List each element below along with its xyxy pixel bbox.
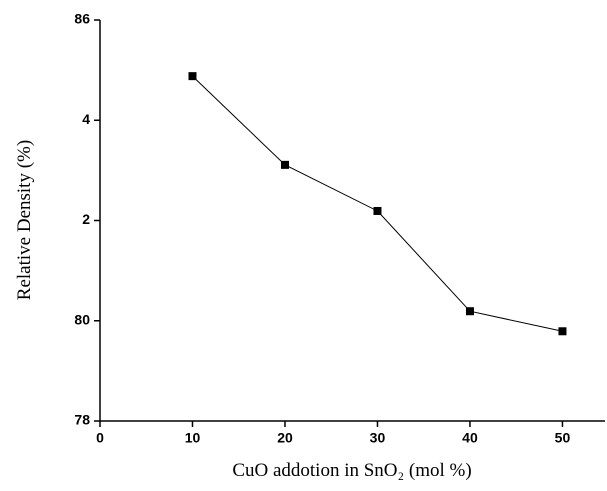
data-point: [465, 307, 474, 316]
x-axis-label: CuO addotion in SnO₂ (mol %): [232, 460, 471, 481]
x-tick-label: 40: [462, 430, 478, 446]
y-tick-label: 80: [74, 311, 90, 327]
x-tick-label: 50: [555, 430, 571, 446]
y-tick-label: 2: [82, 211, 90, 227]
x-tick-label: 20: [277, 430, 293, 446]
x-tick-label: 0: [96, 430, 104, 446]
data-point: [188, 72, 197, 81]
x-tick-label: 10: [185, 430, 201, 446]
y-tick-label: 86: [74, 11, 90, 27]
data-point: [558, 327, 567, 336]
y-axis-label: Relative Density (%): [14, 140, 35, 300]
data-line: [192, 75, 563, 332]
data-point: [280, 160, 289, 169]
x-tick-label: 30: [370, 430, 386, 446]
y-tick-label: 4: [82, 111, 90, 127]
data-point: [373, 206, 382, 215]
y-tick-label: 78: [74, 412, 90, 428]
